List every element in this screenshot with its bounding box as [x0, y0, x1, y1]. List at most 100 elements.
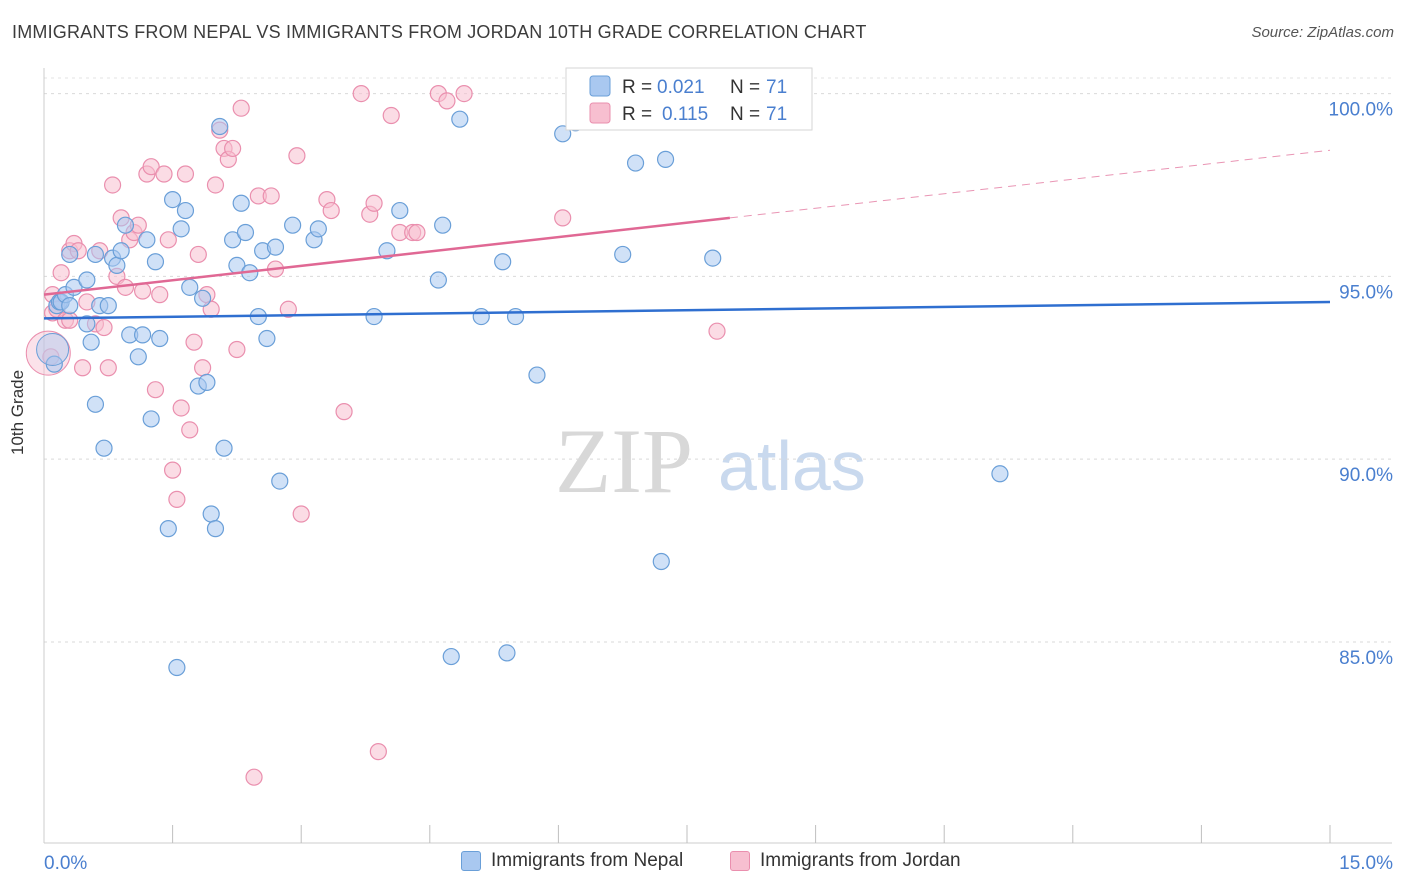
y-tick-label: 90.0%	[1339, 465, 1393, 486]
nepal-point	[271, 472, 289, 490]
nepal-point	[391, 201, 409, 220]
legend-item-nepal[interactable]: Immigrants from Nepal	[461, 850, 683, 872]
nepal-point	[129, 348, 147, 366]
nepal-point	[498, 644, 516, 662]
nepal-point	[284, 216, 302, 234]
nepal-point	[224, 231, 242, 249]
jordan-point	[52, 264, 70, 282]
legend-nepal-n-value: 71	[766, 77, 787, 98]
nepal-point	[365, 307, 383, 326]
jordan-point	[73, 359, 92, 377]
jordan-point	[99, 359, 117, 377]
legend-nepal-r-label: R =	[622, 77, 652, 98]
chart-title: IMMIGRANTS FROM NEPAL VS IMMIGRANTS FROM…	[12, 22, 867, 42]
nepal-point	[108, 256, 126, 275]
source-credit: Source: ZipAtlas.com	[1251, 24, 1394, 41]
jordan-point	[185, 333, 203, 351]
y-tick-label: 100.0%	[1329, 100, 1394, 121]
jordan-point	[206, 176, 225, 194]
jordan-point	[181, 421, 199, 439]
jordan-point	[224, 139, 242, 158]
legend-jordan-r-value: 0.115	[662, 104, 708, 125]
jordan-point	[103, 176, 122, 194]
jordan-point	[708, 322, 726, 340]
jordan-point	[369, 743, 387, 761]
nepal-point	[236, 223, 255, 242]
axes	[43, 68, 1392, 844]
nepal-point	[309, 220, 327, 238]
jordan-point	[176, 165, 195, 183]
nepal-point	[112, 242, 130, 260]
nepal-point	[133, 326, 152, 344]
nepal-point	[181, 278, 199, 296]
jordan-point	[408, 223, 426, 242]
legend-nepal-n-label: N =	[730, 77, 760, 98]
jordan-point	[159, 231, 177, 249]
stats-legend: R = 0.021 N = 71 R = 0.115 N = 71	[565, 67, 813, 131]
trend-lines	[43, 149, 1331, 320]
jordan-point	[189, 245, 207, 264]
legend-nepal-marker	[461, 851, 481, 871]
nepal-point	[168, 658, 186, 677]
jordan-point	[168, 490, 186, 508]
jordan-point	[228, 340, 246, 359]
nepal-point	[78, 271, 96, 289]
jordan-point	[262, 187, 280, 205]
nepal-point	[82, 333, 100, 351]
watermark-zip: ZIP	[555, 410, 693, 512]
jordan-point	[365, 194, 383, 212]
nepal-point	[656, 150, 675, 168]
nepal-point	[86, 245, 105, 264]
nepal-point	[528, 366, 546, 384]
nepal-point	[206, 520, 225, 538]
jordan-point	[288, 147, 306, 165]
legend-jordan-swatch	[589, 102, 611, 124]
jordan-point	[438, 92, 456, 110]
legend-nepal-label: Immigrants from Nepal	[491, 850, 684, 871]
watermark: ZIP atlas	[555, 410, 866, 512]
nepal-point	[211, 117, 229, 136]
nepal-point	[159, 520, 177, 538]
watermark-atlas: atlas	[718, 427, 866, 505]
nepal-point	[61, 297, 79, 315]
legend-jordan-r-label: R =	[622, 104, 652, 125]
jordan-point	[151, 286, 169, 304]
jordan-point	[554, 209, 572, 227]
nepal-point	[991, 465, 1009, 483]
y-tick-label: 85.0%	[1339, 648, 1393, 669]
nepal-point	[652, 552, 670, 571]
gridlines	[44, 77, 1392, 643]
legend-item-jordan[interactable]: Immigrants from Jordan	[730, 850, 961, 872]
nepal-cluster-point	[36, 332, 70, 366]
jordan-point	[335, 403, 353, 421]
nepal-trend-line	[43, 300, 1331, 320]
jordan-point	[279, 300, 297, 318]
nepal-point	[116, 216, 135, 234]
nepal-point	[494, 253, 512, 271]
jordan-trend-line	[43, 216, 731, 296]
jordan-point	[155, 165, 173, 183]
nepal-point	[434, 216, 452, 234]
nepal-point	[472, 307, 490, 326]
legend-jordan-marker	[730, 851, 750, 871]
nepal-points	[36, 110, 1009, 677]
nepal-point	[232, 194, 250, 212]
series-legend: Immigrants from Nepal Immigrants from Jo…	[0, 850, 1406, 878]
nepal-point	[146, 253, 165, 271]
x-tick-label-min: 0.0%	[44, 853, 87, 874]
nepal-point	[266, 238, 285, 256]
jordan-point	[164, 461, 182, 479]
nepal-point	[194, 289, 212, 307]
jordan-point	[232, 99, 250, 117]
tick-labels: 100.0% 95.0% 90.0% 85.0% 0.0% 15.0%	[44, 100, 1393, 874]
nepal-point	[172, 220, 190, 238]
nepal-point	[95, 439, 113, 457]
nepal-point	[99, 297, 117, 315]
nepal-point	[614, 245, 632, 264]
legend-nepal-swatch	[589, 75, 611, 97]
legend-jordan-n-value: 71	[766, 104, 787, 125]
jordan-point	[245, 768, 263, 786]
nepal-point	[164, 191, 182, 209]
nepal-point	[202, 505, 220, 523]
jordan-point	[146, 381, 165, 399]
